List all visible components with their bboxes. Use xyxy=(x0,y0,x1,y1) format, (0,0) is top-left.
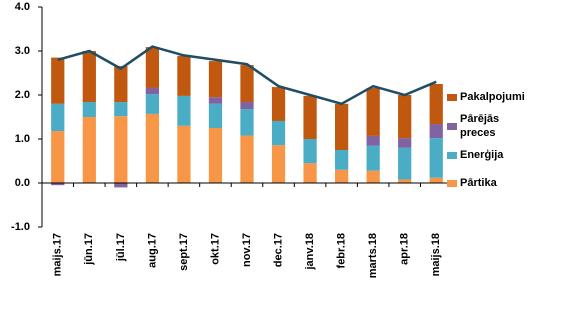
bar xyxy=(145,47,160,88)
y-tick-label: 2.0 xyxy=(15,89,30,101)
y-tick-label: 1.0 xyxy=(15,133,30,145)
x-tick-label: dec.17 xyxy=(272,233,284,267)
bar xyxy=(240,65,254,103)
bar xyxy=(334,169,349,183)
bar xyxy=(398,138,412,148)
bar xyxy=(51,131,65,183)
x-tick-label: marts.18 xyxy=(367,233,379,278)
bar xyxy=(82,117,96,183)
legend-item: Enerģija xyxy=(460,149,504,161)
bar xyxy=(303,163,317,183)
y-tick-label: 3.0 xyxy=(15,45,30,57)
bar xyxy=(271,120,286,146)
bar xyxy=(177,125,191,183)
bar xyxy=(366,145,380,171)
bar xyxy=(145,87,160,95)
bar xyxy=(398,95,412,139)
bar xyxy=(240,109,254,136)
bar xyxy=(208,128,223,183)
bar xyxy=(303,139,317,164)
bar xyxy=(51,57,65,104)
legend-item: Pārējās preces xyxy=(460,113,500,139)
bar xyxy=(240,135,254,183)
y-tick-label: 4.0 xyxy=(15,1,30,13)
bar xyxy=(82,51,96,103)
legend-swatch xyxy=(447,152,457,159)
bar xyxy=(114,116,128,183)
bar xyxy=(240,102,254,110)
bar xyxy=(208,61,223,98)
bar xyxy=(177,55,191,96)
legend-label: Pārtika xyxy=(460,177,497,189)
x-tick-label: okt.17 xyxy=(209,233,221,265)
x-tick-label: jūl.17 xyxy=(115,233,127,262)
bar xyxy=(51,183,65,186)
bar xyxy=(303,95,317,139)
legend-item: Pakalpojumi xyxy=(460,91,525,103)
x-tick-label: nov.17 xyxy=(241,233,253,267)
bar xyxy=(429,138,443,178)
bar xyxy=(334,103,349,150)
x-tick-label: apr.18 xyxy=(399,233,411,265)
bar xyxy=(398,179,412,183)
y-tick-label: -1.0 xyxy=(11,221,30,233)
bar xyxy=(208,103,223,128)
legend-swatch xyxy=(447,94,457,101)
legend-label: Enerģija xyxy=(460,149,504,161)
bar xyxy=(177,95,191,126)
bar xyxy=(429,177,443,183)
x-tick-label: janv.18 xyxy=(304,233,316,271)
x-tick-label: maijs.17 xyxy=(52,233,64,276)
bar xyxy=(366,170,380,183)
bar xyxy=(429,124,443,139)
bar xyxy=(114,183,128,188)
x-tick-label: aug.17 xyxy=(146,233,158,268)
bar xyxy=(366,87,380,136)
bar xyxy=(271,145,286,183)
x-tick-label: sept.17 xyxy=(178,233,190,271)
bar xyxy=(208,97,223,104)
legend-swatch xyxy=(447,123,457,130)
legend-item: Pārtika xyxy=(460,177,497,189)
x-tick-label: febr.18 xyxy=(336,233,348,268)
line xyxy=(57,45,437,106)
legend-label: Pārējās preces xyxy=(460,113,500,139)
x-tick-label: maijs.18 xyxy=(430,233,442,276)
bar xyxy=(51,103,65,132)
bar xyxy=(82,102,96,117)
bar xyxy=(429,84,443,125)
x-tick-label: jūn.17 xyxy=(83,233,95,266)
bar xyxy=(145,113,160,183)
bar xyxy=(334,150,349,170)
bar xyxy=(366,135,380,146)
bar xyxy=(145,94,160,114)
y-tick-label: 0.0 xyxy=(15,177,30,189)
legend-label: Pakalpojumi xyxy=(460,91,525,103)
bar xyxy=(271,87,286,121)
legend-swatch xyxy=(447,180,457,187)
bar xyxy=(114,102,128,117)
bar xyxy=(398,147,412,180)
bar xyxy=(114,65,128,103)
